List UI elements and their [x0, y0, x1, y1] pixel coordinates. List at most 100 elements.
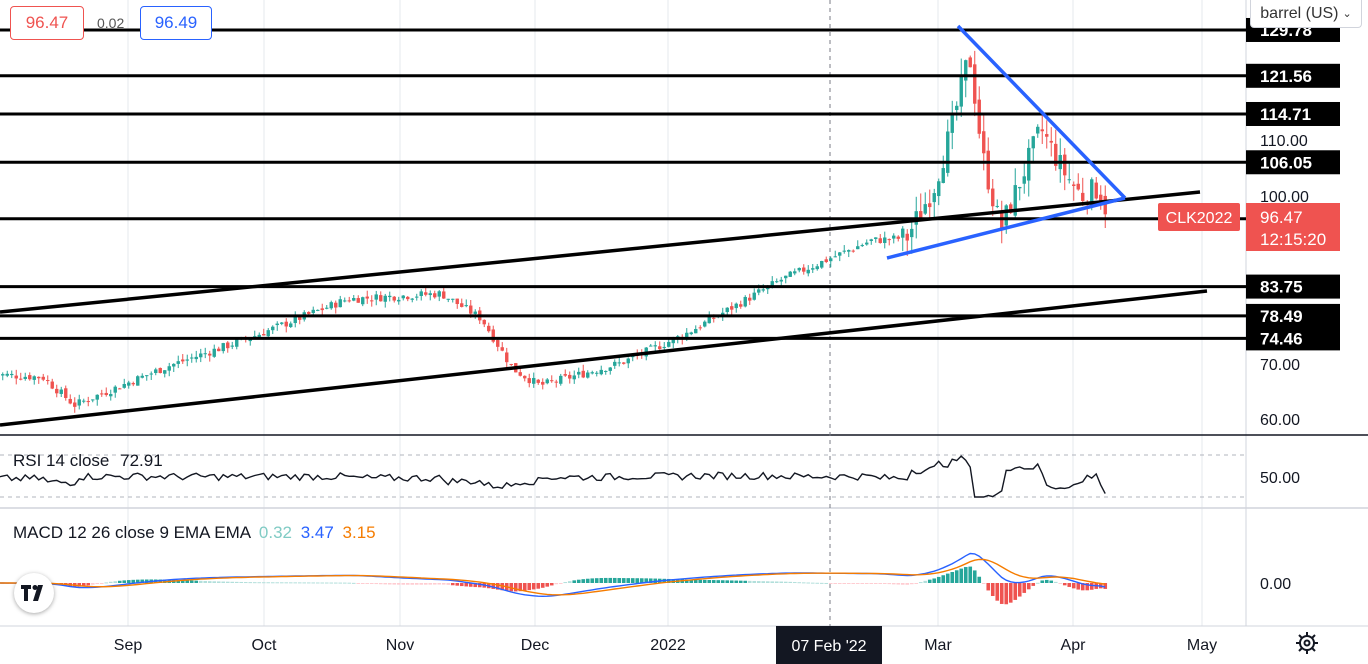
candle-body	[698, 327, 702, 329]
tradingview-logo-icon[interactable]	[14, 573, 54, 613]
macd-hist-bar	[972, 570, 977, 583]
unit-selector[interactable]: barrel (US) ⌄	[1250, 0, 1362, 28]
macd-hist-bar	[234, 581, 239, 583]
tv-logo-glyph	[21, 585, 43, 601]
macd-hist-bar	[788, 581, 793, 583]
macd-hist-bar	[887, 583, 892, 585]
macd-hist-bar	[423, 583, 428, 585]
candle-body	[577, 371, 581, 375]
macd-hist-bar	[86, 583, 91, 586]
candle-body	[982, 131, 986, 154]
price-tick-100: 100.00	[1260, 189, 1309, 206]
candle-body	[383, 295, 387, 302]
candle-body	[869, 239, 873, 241]
channel-upper-line[interactable]	[0, 190, 1201, 314]
macd-hist-bar	[918, 582, 923, 584]
candle-body	[815, 266, 819, 270]
candle-body	[649, 345, 653, 347]
candle-body	[851, 250, 855, 252]
candle-body	[626, 358, 630, 364]
channel-lower-line[interactable]	[0, 289, 1208, 427]
macd-hist-bar	[509, 583, 514, 592]
candle-body	[311, 309, 315, 314]
macd-hist-bar	[689, 579, 694, 583]
triangle-lower-line[interactable]	[886, 196, 1126, 260]
level-label-2: 114.71	[1260, 105, 1311, 124]
candle-body	[203, 353, 207, 355]
candle-body	[941, 168, 945, 183]
macd-hist-bar	[410, 583, 415, 585]
macd-hist-bar	[581, 579, 586, 583]
candle-body	[23, 376, 27, 379]
macd-hist-bar	[365, 583, 370, 584]
macd-hist-bar	[585, 578, 590, 583]
symbol-tag	[1158, 203, 1240, 231]
macd-hist-bar	[531, 583, 536, 590]
macd-hist-bar	[635, 578, 640, 583]
candle-body	[77, 399, 81, 406]
ask-price-box[interactable]: 96.49	[140, 6, 212, 40]
gear-glyph	[1296, 632, 1318, 654]
candle-body	[874, 237, 878, 239]
candle-body	[824, 259, 828, 263]
macd-hist-bar	[783, 581, 788, 583]
macd-hist-bar	[1080, 583, 1085, 591]
macd-hist-bar	[950, 572, 955, 583]
candle-body	[748, 297, 752, 301]
candle-body	[59, 389, 63, 394]
candle-body	[604, 370, 608, 372]
candle-body	[140, 375, 144, 378]
candle-body	[671, 337, 675, 344]
macd-hist-bar	[351, 582, 356, 584]
macd-hist-bar	[765, 581, 770, 583]
candle-body	[802, 267, 806, 272]
rsi-value: 72.91	[120, 451, 163, 470]
candle-body	[293, 316, 297, 324]
candle-body	[532, 377, 536, 384]
candle-body	[154, 369, 158, 374]
candle-body	[950, 113, 954, 133]
candle-body	[460, 303, 464, 307]
time-axis[interactable]: Sep Oct Nov Dec 2022 Mar Apr May	[114, 637, 1217, 654]
candle-body	[779, 279, 783, 282]
rsi-legend[interactable]: RSI 14 close 72.91	[13, 451, 163, 471]
macd-hist-bar	[617, 578, 622, 583]
candle-body	[487, 325, 491, 332]
candle-body	[37, 376, 41, 379]
macd-hist-bar	[567, 581, 572, 583]
macd-hist-bar	[968, 566, 973, 583]
gear-icon[interactable]	[1294, 630, 1320, 656]
candle-body	[100, 393, 104, 395]
candle-body	[788, 271, 792, 277]
candle-body	[176, 361, 180, 364]
triangle-upper-line[interactable]	[956, 24, 1127, 200]
candle-body	[149, 373, 153, 375]
candle-body	[896, 236, 900, 239]
candle-body	[28, 375, 32, 380]
candle-body	[523, 375, 527, 379]
candle-body	[415, 296, 419, 298]
macd-hist-bar	[977, 576, 982, 583]
macd-hist-bar	[464, 583, 469, 587]
candle-body	[338, 299, 342, 308]
macd-hist-bar	[270, 582, 275, 584]
candle-body	[437, 291, 441, 297]
candle-body	[757, 289, 761, 293]
candle-body	[212, 348, 216, 357]
candle-body	[739, 304, 743, 307]
candle-body	[32, 376, 36, 380]
candle-body	[248, 339, 252, 342]
macd-hist-bar	[752, 580, 757, 583]
macd-hist-bar	[603, 577, 608, 583]
macd-hist-bar	[387, 583, 392, 585]
macd-legend[interactable]: MACD 12 26 close 9 EMA EMA 0.32 3.47 3.1…	[13, 523, 376, 543]
macd-hist-bar	[878, 583, 883, 584]
macd-hist-bar	[99, 583, 104, 584]
macd-hist-bar	[945, 573, 950, 583]
macd-hist-bar	[405, 583, 410, 585]
macd-hist-bar	[284, 582, 289, 584]
horizontal-levels[interactable]	[0, 28, 1246, 340]
bid-price-box[interactable]: 96.47	[10, 6, 84, 40]
macd-hist-bar	[734, 580, 739, 583]
